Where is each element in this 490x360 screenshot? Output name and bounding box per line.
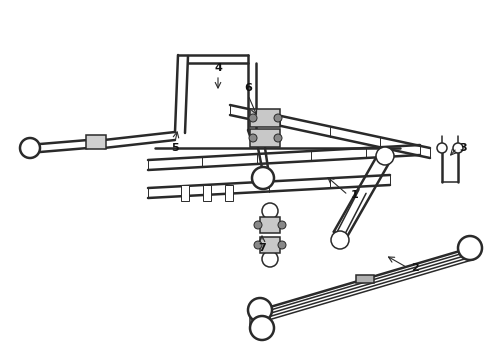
Text: 2: 2 (411, 263, 419, 273)
Bar (181, 185, 189, 201)
Bar (250, 109, 280, 127)
Text: 5: 5 (171, 143, 179, 153)
Bar (225, 185, 233, 201)
Circle shape (252, 167, 274, 189)
Circle shape (274, 134, 282, 142)
Circle shape (331, 231, 349, 249)
Text: 7: 7 (258, 243, 266, 253)
Circle shape (20, 138, 40, 158)
Bar (203, 185, 211, 201)
Text: 4: 4 (214, 63, 222, 73)
Circle shape (274, 114, 282, 122)
Circle shape (254, 221, 262, 229)
Circle shape (278, 241, 286, 249)
Circle shape (453, 143, 463, 153)
Bar (86, 135, 106, 149)
Circle shape (249, 134, 257, 142)
Circle shape (437, 143, 447, 153)
Circle shape (262, 203, 278, 219)
Bar (250, 129, 280, 147)
Circle shape (254, 241, 262, 249)
Circle shape (262, 251, 278, 267)
Text: 6: 6 (244, 83, 252, 93)
Circle shape (250, 316, 274, 340)
Circle shape (458, 236, 482, 260)
Bar (260, 237, 280, 253)
Bar (260, 217, 280, 233)
Text: 1: 1 (351, 190, 359, 200)
Circle shape (248, 298, 272, 322)
Bar (356, 275, 374, 283)
Circle shape (249, 114, 257, 122)
Circle shape (376, 147, 394, 165)
Circle shape (278, 221, 286, 229)
Text: 3: 3 (459, 143, 467, 153)
